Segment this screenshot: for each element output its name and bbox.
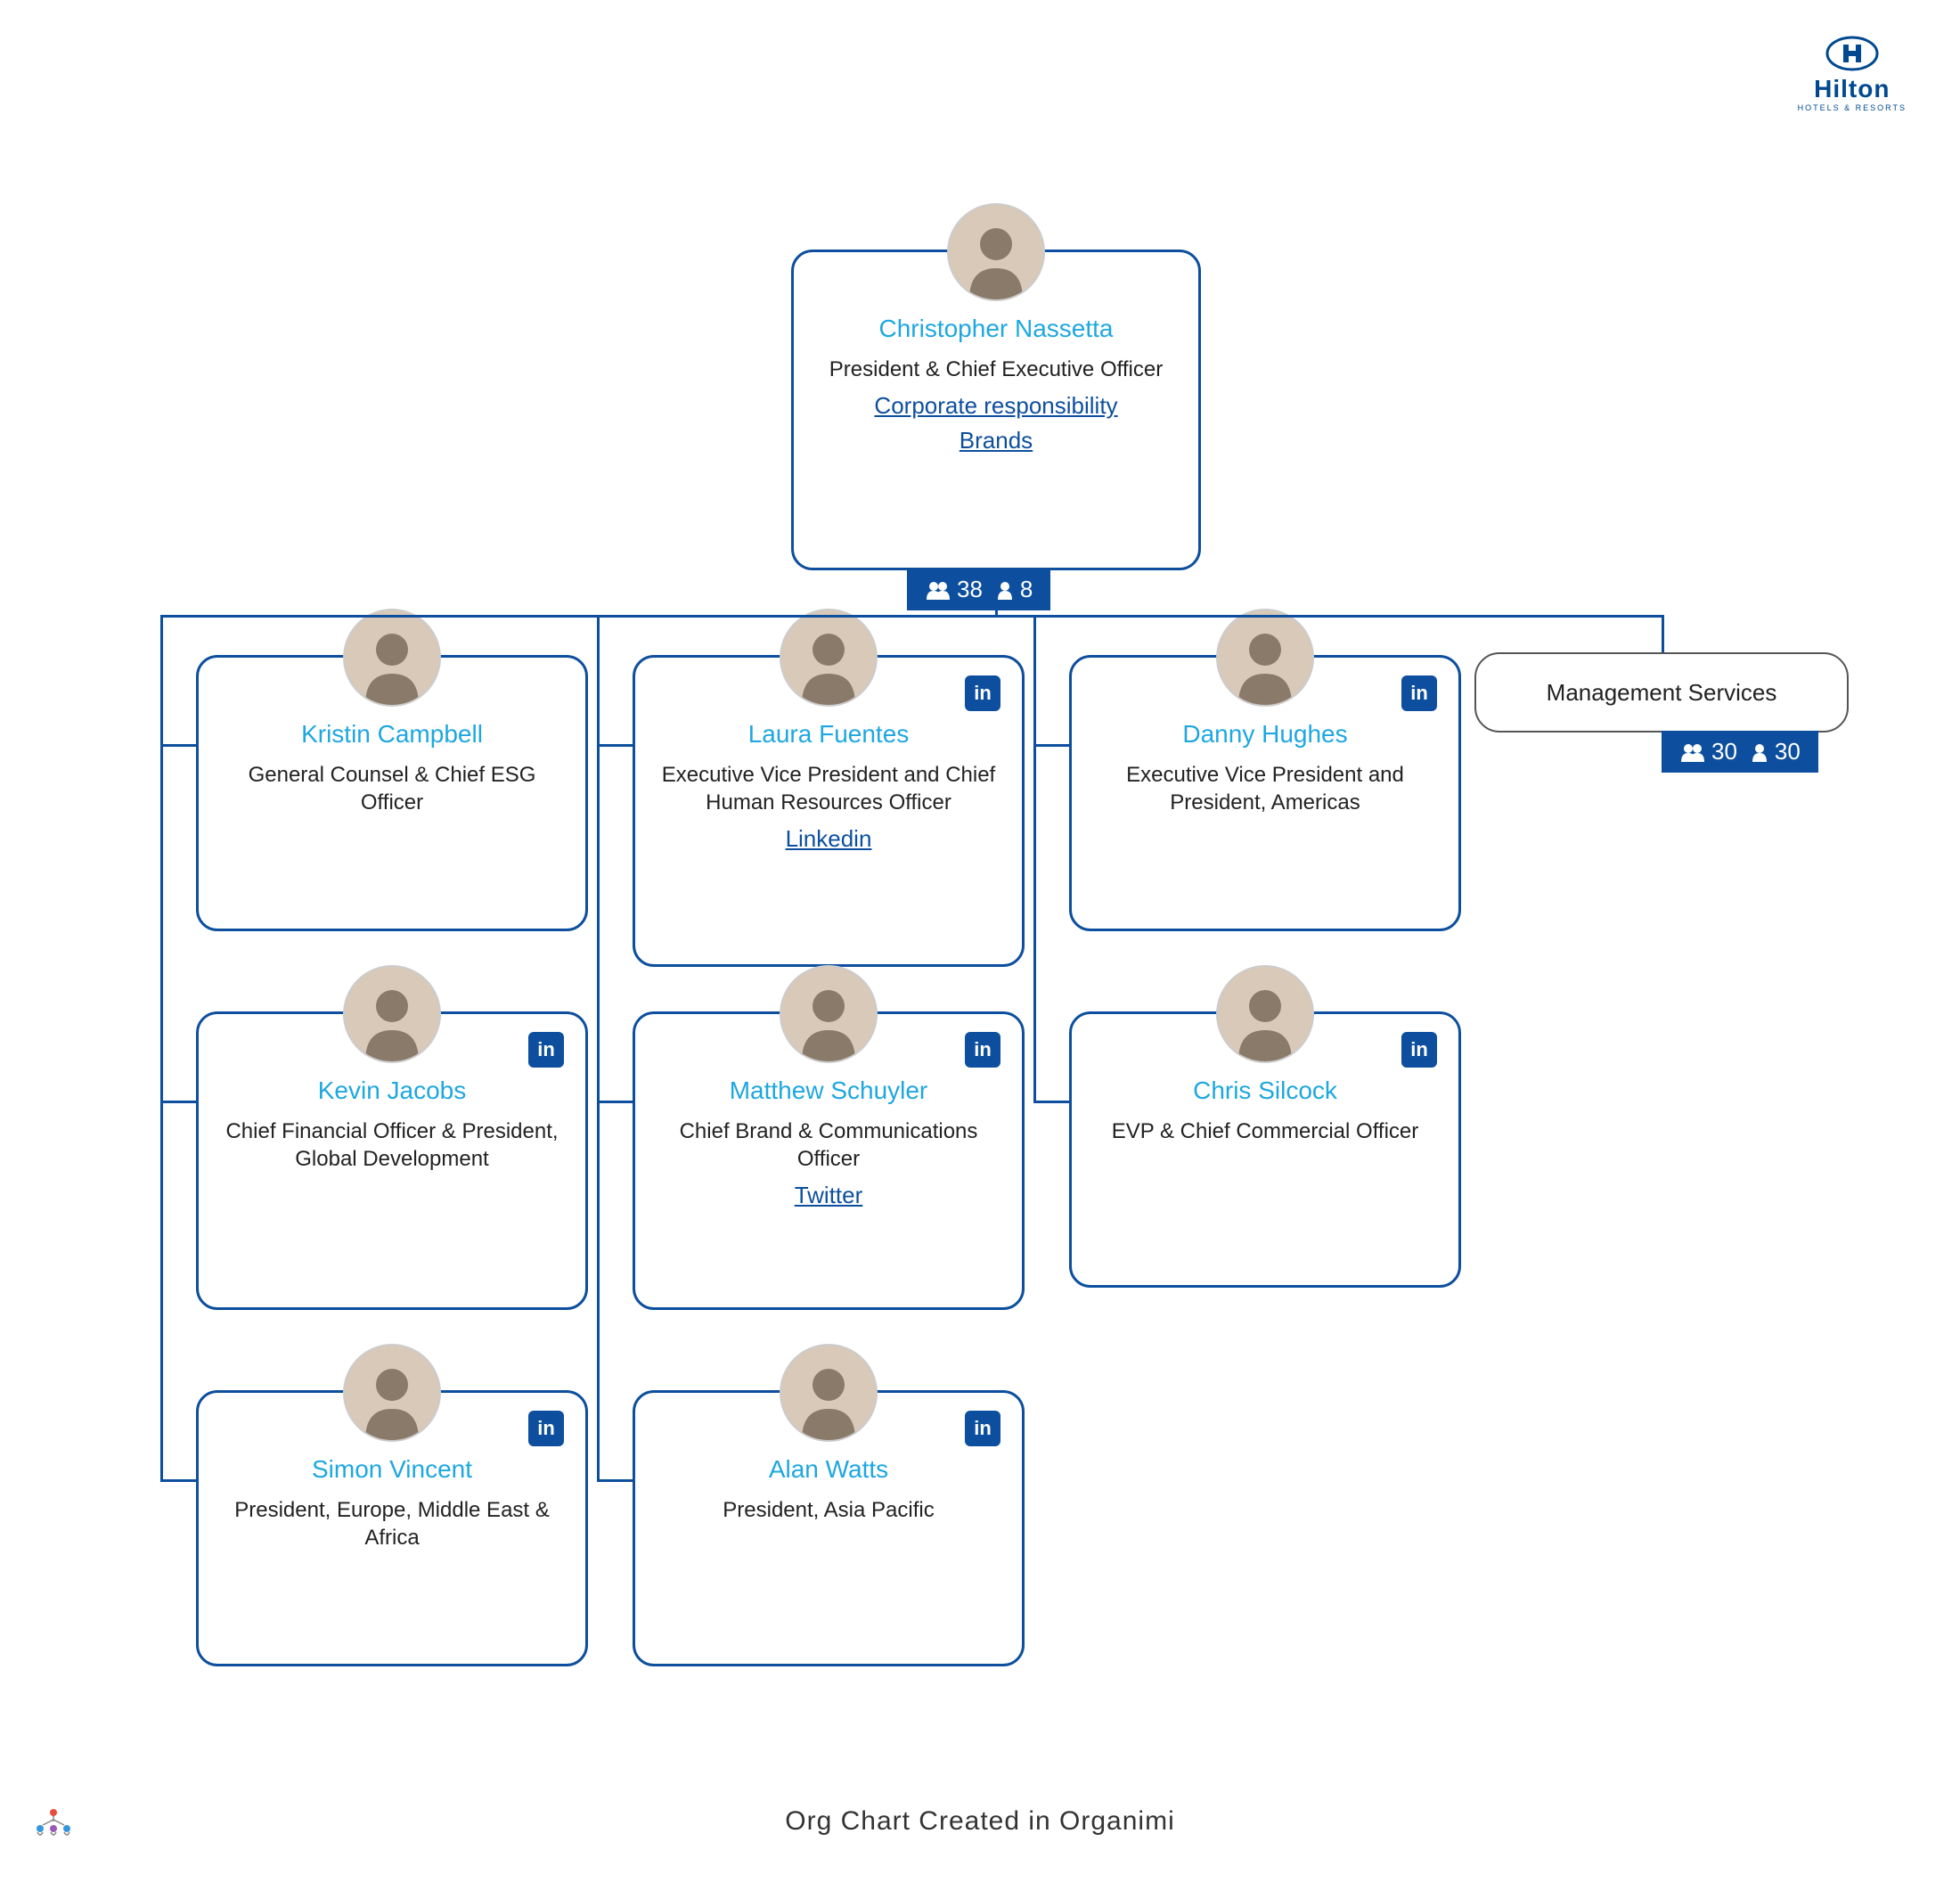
connector-line: [597, 744, 633, 747]
card-link[interactable]: Linkedin: [653, 825, 1004, 853]
person-title: President & Chief Executive Officer: [812, 356, 1180, 383]
connector-line: [160, 615, 1662, 618]
count-badge: 30 30: [1662, 731, 1818, 773]
org-card[interactable]: in Chris Silcock EVP & Chief Commercial Of…: [1069, 1011, 1461, 1288]
person-name: Simon Vincent: [216, 1455, 568, 1484]
person-name: Kevin Jacobs: [216, 1076, 568, 1105]
linkedin-icon[interactable]: in: [528, 1032, 564, 1068]
avatar: [780, 965, 878, 1063]
person-name: Matthew Schuyler: [653, 1076, 1004, 1105]
count-badge: 38 8: [907, 569, 1050, 610]
card-link[interactable]: Brands: [812, 427, 1180, 454]
person-name: Danny Hughes: [1090, 720, 1441, 749]
avatar: [1216, 965, 1314, 1063]
brand-name: Hilton: [1798, 75, 1907, 103]
person-title: President, Europe, Middle East & Africa: [216, 1496, 568, 1551]
connector-line: [1033, 744, 1069, 747]
org-card[interactable]: in Simon Vincent President, Europe, Middle…: [196, 1390, 588, 1666]
connector-line: [160, 1101, 196, 1103]
linkedin-icon[interactable]: in: [1401, 1032, 1437, 1068]
avatar: [343, 609, 441, 707]
connector-line: [597, 1101, 633, 1103]
person-title: Chief Brand & Communications Officer: [653, 1117, 1004, 1173]
linkedin-icon[interactable]: in: [965, 1032, 1000, 1068]
brand-tagline: HOTELS & RESORTS: [1798, 103, 1907, 112]
mgmt-services-card[interactable]: Management Services: [1474, 652, 1849, 733]
connector-line: [160, 744, 196, 747]
connector-line: [1033, 1101, 1069, 1103]
person-title: Chief Financial Officer & President, Glo…: [216, 1117, 568, 1173]
connector-line: [160, 1479, 196, 1482]
org-card[interactable]: in Kevin Jacobs Chief Financial Officer & …: [196, 1011, 588, 1310]
connector-line: [1662, 615, 1664, 652]
org-card-root[interactable]: Christopher Nassetta President & Chief Ex…: [791, 250, 1201, 570]
org-card[interactable]: in Matthew Schuyler Chief Brand & Communic…: [633, 1011, 1025, 1310]
person-title: President, Asia Pacific: [653, 1496, 1004, 1524]
card-link[interactable]: Twitter: [653, 1182, 1004, 1209]
org-card[interactable]: in Alan Watts President, Asia Pacific: [633, 1390, 1025, 1666]
person-name: Laura Fuentes: [653, 720, 1004, 749]
person-title: Executive Vice President and Chief Human…: [653, 761, 1004, 816]
linkedin-icon[interactable]: in: [1401, 675, 1437, 711]
org-card[interactable]: Kristin Campbell General Counsel & Chief …: [196, 655, 588, 931]
organimi-icon: [27, 1805, 80, 1846]
linkedin-icon[interactable]: in: [965, 675, 1000, 711]
connector-line: [597, 1479, 633, 1482]
person-name: Alan Watts: [653, 1455, 1004, 1484]
linkedin-icon[interactable]: in: [528, 1411, 564, 1446]
org-card[interactable]: in Laura Fuentes Executive Vice President …: [633, 655, 1025, 967]
connector-line: [995, 604, 998, 615]
connector-line: [1033, 615, 1036, 1103]
connector-line: [160, 615, 163, 1482]
footer-text: Org Chart Created in Organimi: [785, 1806, 1175, 1837]
person-title: EVP & Chief Commercial Officer: [1090, 1117, 1441, 1145]
avatar: [947, 203, 1045, 301]
avatar: [1216, 609, 1314, 707]
person-title: General Counsel & Chief ESG Officer: [216, 761, 568, 816]
person-title: Executive Vice President and President, …: [1090, 761, 1441, 816]
avatar: [343, 1344, 441, 1442]
avatar: [780, 1344, 878, 1442]
avatar: [780, 609, 878, 707]
person-name: Kristin Campbell: [216, 720, 568, 749]
person-name: Christopher Nassetta: [812, 315, 1180, 343]
brand-logo: Hilton HOTELS & RESORTS: [1798, 36, 1907, 112]
linkedin-icon[interactable]: in: [965, 1411, 1000, 1446]
avatar: [343, 965, 441, 1063]
connector-line: [597, 615, 600, 1482]
hilton-icon: [1825, 36, 1879, 71]
card-link[interactable]: Corporate responsibility: [812, 392, 1180, 420]
person-name: Chris Silcock: [1090, 1076, 1441, 1105]
org-card[interactable]: in Danny Hughes Executive Vice President a…: [1069, 655, 1461, 931]
